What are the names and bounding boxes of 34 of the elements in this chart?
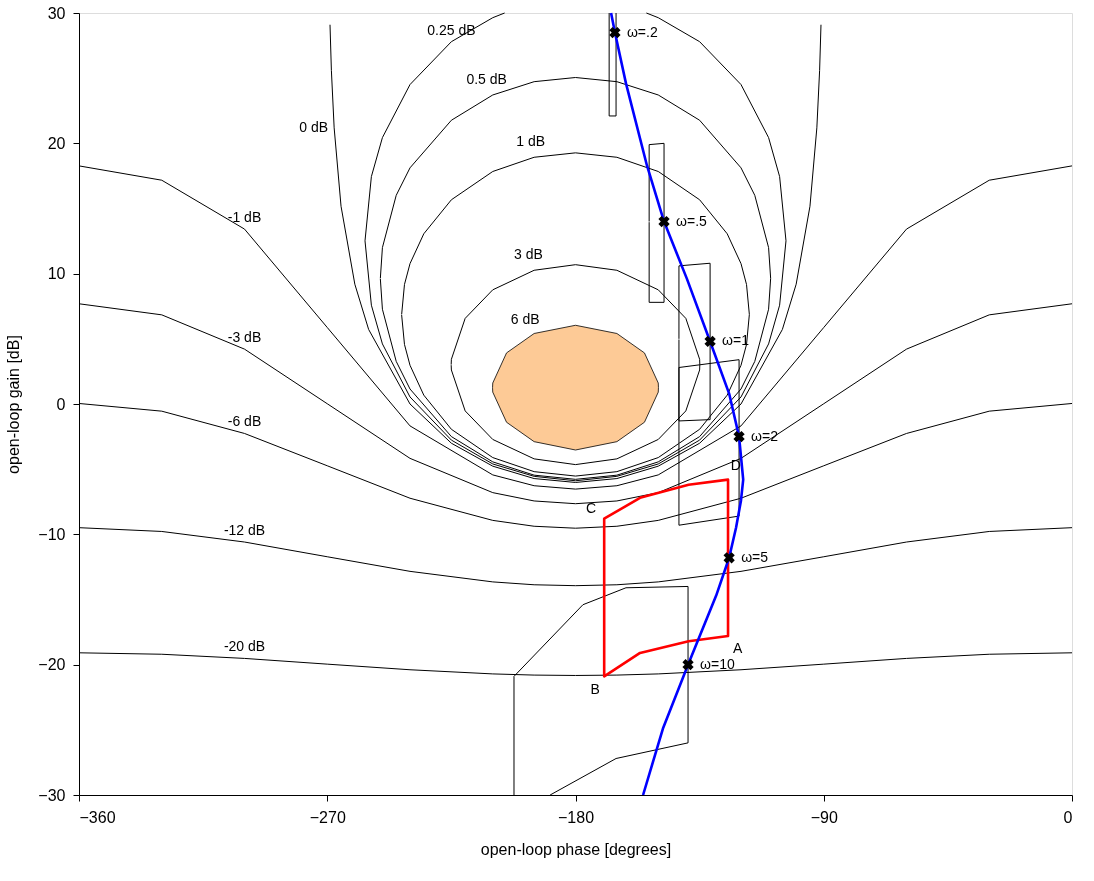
annotation: 1 dB [516, 132, 546, 149]
y-tick-label: −10 [38, 525, 66, 543]
annotation: -12 dB [223, 522, 266, 539]
x-axis-title: open-loop phase [degrees] [480, 840, 672, 858]
annotation: ω=.2 [626, 23, 658, 40]
annotation: 0.25 dB [427, 21, 476, 38]
y-tick-label: 20 [47, 134, 66, 152]
y-axis-title: open-loop gain [dB] [5, 335, 23, 474]
annotation: ω=.5 [676, 212, 708, 229]
y-tick-label: 0 [56, 395, 66, 413]
annotation: B [590, 680, 600, 697]
annotation: A [733, 639, 744, 656]
y-tick-label: 30 [47, 4, 66, 22]
annotation: ω=10 [700, 655, 735, 672]
x-tick-label: −360 [79, 808, 116, 826]
x-tick-label: −270 [309, 808, 346, 826]
annotation: 0.5 dB [466, 71, 507, 88]
y-tick-label: −20 [38, 656, 66, 674]
annotation: -6 dB [227, 413, 262, 430]
annotation: ω=2 [751, 427, 779, 444]
annotation: 0 dB [299, 118, 329, 135]
x-tick-label: −180 [557, 808, 595, 826]
annotation: ω=5 [741, 548, 769, 565]
annotation: 6 dB [510, 311, 540, 328]
annotation: ω=1 [722, 332, 750, 349]
annotation: -1 dB [227, 209, 262, 226]
annotation: 3 dB [514, 246, 543, 263]
annotation: -3 dB [227, 329, 262, 346]
x-tick-label: −90 [810, 808, 838, 826]
annotation: -20 dB [223, 638, 266, 655]
annotation: C [586, 500, 597, 517]
x-tick-label: 0 [1063, 808, 1073, 826]
y-tick-label: 10 [47, 265, 66, 283]
y-tick-label: −30 [38, 786, 66, 804]
